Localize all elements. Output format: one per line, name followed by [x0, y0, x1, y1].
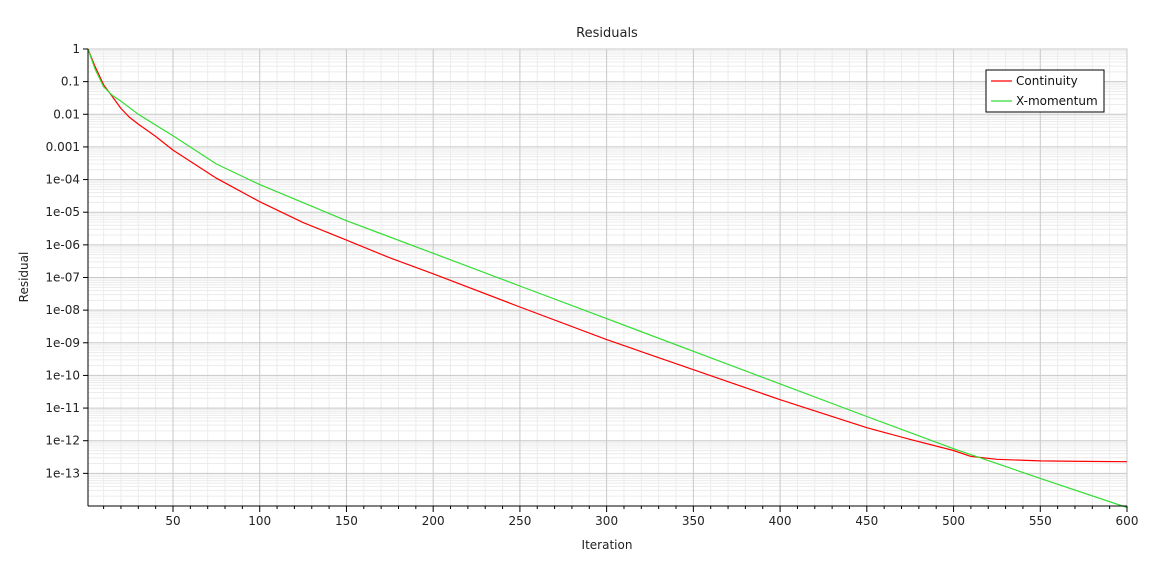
y-tick-label: 1e-08: [45, 303, 80, 317]
x-tick-label: 500: [942, 514, 965, 528]
y-tick-label: 1e-06: [45, 238, 80, 252]
x-tick-label: 200: [422, 514, 445, 528]
legend-box: [985, 69, 1105, 113]
x-tick-label: 400: [769, 514, 792, 528]
y-tick-label: 0.001: [46, 140, 80, 154]
x-tick-label: 150: [335, 514, 358, 528]
x-tick-label: 50: [165, 514, 180, 528]
y-axis-label: Residual: [17, 252, 31, 303]
x-tick-label: 450: [855, 514, 878, 528]
y-tick-label: 1e-11: [45, 401, 80, 415]
y-tick-label: 0.1: [61, 75, 80, 89]
x-axis-label: Iteration: [582, 538, 633, 552]
legend-label-x-momentum: X-momentum: [1016, 94, 1098, 108]
series-line-x-momentum: [87, 48, 1128, 509]
y-tick-label: 1e-04: [45, 173, 80, 187]
x-tick-label: 600: [1116, 514, 1139, 528]
y-tick-label: 1e-09: [45, 336, 80, 350]
y-tick-label: 1e-13: [45, 466, 80, 480]
x-tick-label: 350: [682, 514, 705, 528]
series-layer: [87, 48, 1128, 509]
series-line-continuity: [87, 48, 1128, 463]
legend-label-continuity: Continuity: [1016, 74, 1078, 88]
chart-title: Residuals: [576, 26, 638, 41]
y-tick-label: 1e-10: [45, 368, 80, 382]
y-tick-label: 1: [72, 42, 80, 56]
x-tick-label: 550: [1029, 514, 1052, 528]
x-tick-label: 100: [248, 514, 271, 528]
x-tick-label: 300: [595, 514, 618, 528]
y-tick-label: 0.01: [53, 107, 80, 121]
legend: Continuity X-momentum: [985, 69, 1105, 113]
x-axis-ticks: 50 100 150 200 250 300 350 400 450 500 550 600: [103, 506, 1139, 528]
y-tick-label: 1e-07: [45, 271, 80, 285]
y-tick-label: 1e-12: [45, 434, 80, 448]
y-axis-ticks: 1 0.1 0.01 0.001 1e-04 1e-05 1e-06 1e-07 1e-08 1e…: [45, 42, 88, 480]
y-tick-label: 1e-05: [45, 205, 80, 219]
x-tick-label: 250: [508, 514, 531, 528]
